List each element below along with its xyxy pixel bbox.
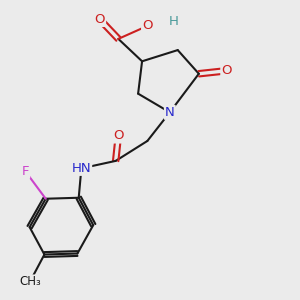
Text: CH₃: CH₃ [19, 275, 41, 288]
Text: O: O [142, 20, 153, 32]
Text: N: N [165, 106, 175, 119]
Text: O: O [221, 64, 232, 77]
Text: H: H [169, 15, 179, 28]
Text: O: O [113, 130, 124, 142]
Text: HN: HN [71, 162, 91, 175]
Text: F: F [22, 165, 29, 178]
Text: O: O [94, 13, 105, 26]
